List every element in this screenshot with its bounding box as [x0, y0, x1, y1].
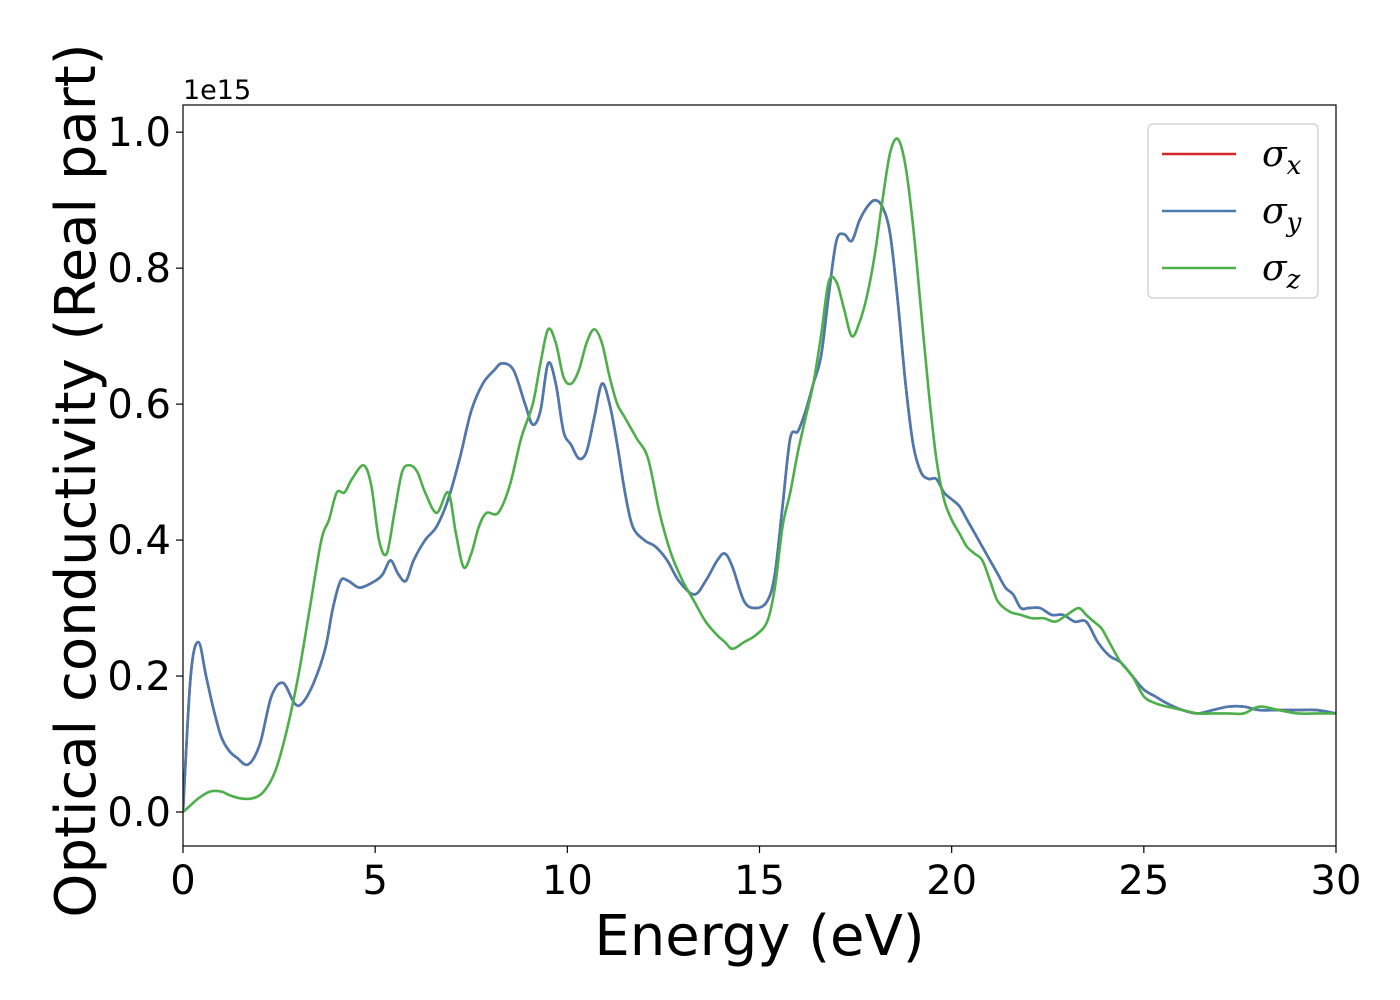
- x-tick-label: 5: [362, 858, 387, 904]
- series-line-y: [183, 198, 1336, 813]
- y-tick-label: 0.6: [107, 382, 171, 428]
- legend: σx σy σz: [1147, 123, 1319, 299]
- series-layer: [183, 137, 1336, 813]
- legend-label-z: σz: [1262, 248, 1301, 295]
- y-axis: 0.0 0.2 0.4 0.6 0.8 1.0: [107, 110, 183, 836]
- y-tick-label: 0.2: [107, 654, 171, 700]
- series-line-z: [183, 137, 1336, 813]
- x-tick-label: 15: [734, 858, 785, 904]
- y-tick-label: 1.0: [107, 110, 171, 156]
- legend-label-x: σx: [1262, 134, 1302, 181]
- x-axis-label: Energy (eV): [594, 904, 924, 969]
- x-tick-label: 10: [542, 858, 593, 904]
- y-axis-label: Optical conductivity (Real part): [44, 43, 109, 917]
- y-tick-label: 0.4: [107, 518, 171, 564]
- x-tick-label: 25: [1118, 858, 1169, 904]
- x-tick-label: 0: [170, 858, 195, 904]
- x-tick-label: 30: [1311, 858, 1362, 904]
- y-tick-label: 0.8: [107, 246, 171, 292]
- x-tick-label: 20: [926, 858, 977, 904]
- legend-label-y: σy: [1262, 191, 1302, 238]
- x-axis: 0 5 10 15 20 25 30: [170, 846, 1361, 904]
- y-tick-label: 0.0: [107, 790, 171, 836]
- y-offset-label: 1e15: [183, 75, 251, 106]
